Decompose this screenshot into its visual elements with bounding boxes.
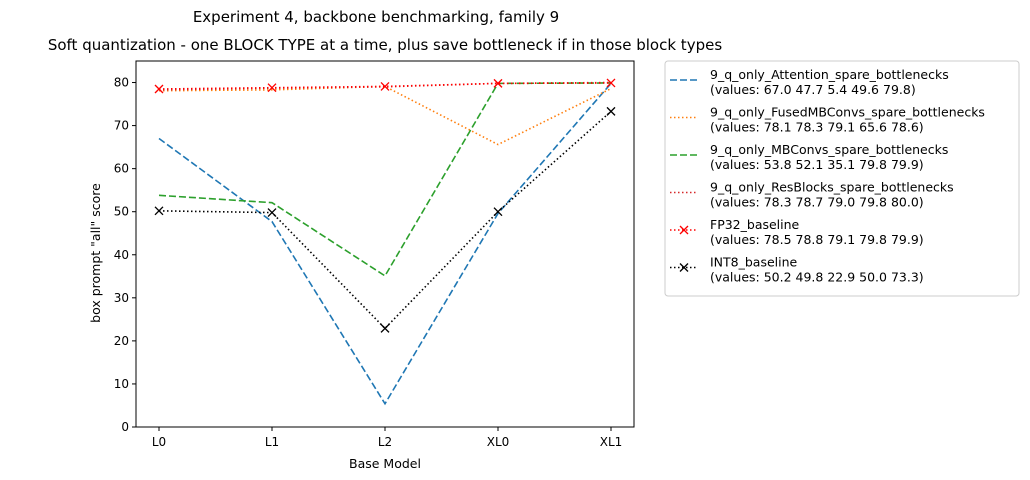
series-line-1 [158, 85, 612, 146]
series-5-marker [154, 206, 164, 216]
x-axis-label: Base Model [349, 456, 421, 471]
legend-label-5: INT8_baseline [710, 255, 798, 270]
chart-suptitle: Experiment 4, backbone benchmarking, fam… [193, 8, 559, 26]
series-line-0 [158, 82, 612, 406]
legend-values-4: (values: 78.5 78.8 79.1 79.8 79.9) [710, 232, 924, 247]
legend-label-4: FP32_baseline [710, 217, 800, 232]
y-axis-label: box prompt "all" score [88, 183, 103, 323]
series-line-5 [158, 110, 612, 330]
x-tick-label: L0 [152, 435, 166, 449]
plot-frame [135, 60, 635, 428]
legend-values-5: (values: 50.2 49.8 22.9 50.0 73.3) [710, 270, 924, 285]
legend-values-2: (values: 53.8 52.1 35.1 79.8 79.9) [710, 157, 924, 172]
x-axis-ticks: L0 L1 L2 XL0 XL1 [152, 427, 622, 449]
series-line-2 [158, 82, 612, 277]
legend-label-1: 9_q_only_FusedMBConvs_spare_bottlenecks [710, 105, 985, 120]
x-tick-label: L2 [378, 435, 392, 449]
legend-values-1: (values: 78.1 78.3 79.1 65.6 78.6) [710, 120, 924, 135]
legend-marker-4 [679, 225, 689, 235]
y-tick-label: 50 [114, 205, 129, 219]
legend-values-3: (values: 78.3 78.7 79.0 79.8 80.0) [710, 195, 924, 210]
legend: 9_q_only_Attention_spare_bottlenecks(val… [664, 60, 1020, 297]
series-5-marker [493, 207, 503, 217]
y-tick-label: 20 [114, 334, 129, 348]
y-tick-label: 10 [114, 377, 129, 391]
series-4-marker [493, 78, 503, 88]
legend-label-3: 9_q_only_ResBlocks_spare_bottlenecks [710, 180, 954, 195]
legend-marker-5 [679, 263, 689, 272]
chart-title: Soft quantization - one BLOCK TYPE at a … [48, 36, 722, 54]
legend-box [664, 60, 1020, 297]
y-tick-label: 30 [114, 291, 129, 305]
y-tick-label: 80 [114, 76, 129, 90]
y-tick-label: 60 [114, 162, 129, 176]
series-line-4 [158, 82, 612, 90]
series-4-marker [606, 78, 616, 88]
x-tick-label: XL0 [487, 435, 510, 449]
series-4-marker [267, 83, 277, 93]
x-tick-label: L1 [265, 435, 279, 449]
legend-label-0: 9_q_only_Attention_spare_bottlenecks [710, 67, 949, 82]
legend-label-2: 9_q_only_MBConvs_spare_bottlenecks [710, 142, 948, 157]
legend-values-0: (values: 67.0 47.7 5.4 49.6 79.8) [710, 82, 916, 97]
series-4-marker [154, 84, 164, 94]
x-tick-label: XL1 [600, 435, 623, 449]
series-5-marker [267, 208, 277, 218]
series-layer [154, 78, 616, 406]
series-4-marker [380, 81, 390, 91]
y-axis-ticks: 0 10 20 30 40 50 60 70 80 [114, 76, 136, 434]
y-tick-label: 0 [121, 420, 129, 434]
series-5-marker [380, 323, 390, 333]
legend-items: 9_q_only_Attention_spare_bottlenecks(val… [670, 67, 985, 285]
y-tick-label: 70 [114, 119, 129, 133]
y-tick-label: 40 [114, 248, 129, 262]
series-5-marker [606, 106, 616, 116]
